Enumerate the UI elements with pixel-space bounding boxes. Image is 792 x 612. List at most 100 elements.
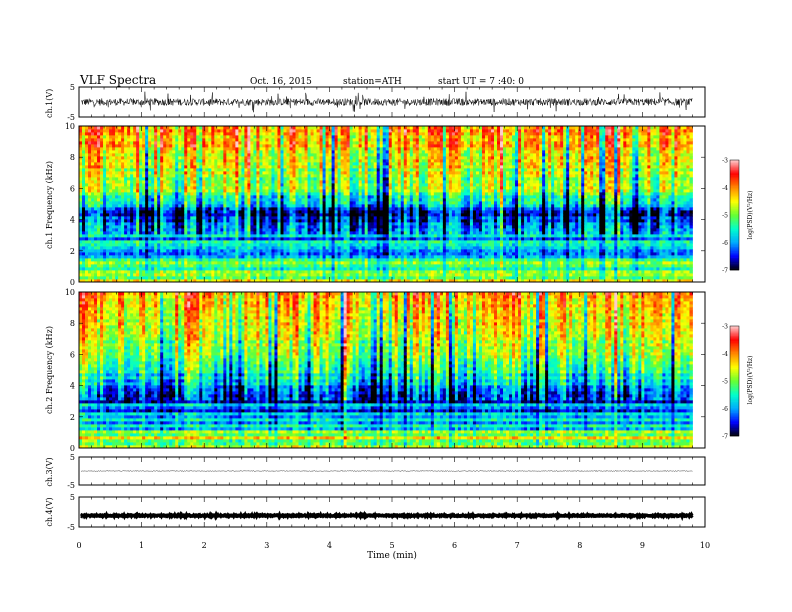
spec1-cell [130,210,133,213]
spec1-cell [91,144,94,147]
spec1-cell [112,147,115,150]
spec1-cell [130,189,133,192]
spec1-cell [151,189,154,192]
spec1-cell [100,144,103,147]
spec1-cell [166,228,169,231]
spec1-cell [88,198,91,201]
spec1-cell [115,246,118,249]
spec1-cell [169,261,172,264]
spec1-cell [166,276,169,279]
spec1-cell [145,258,148,261]
spec1-cell [97,207,100,210]
spec1-cell [109,216,112,219]
spec1-cell [82,276,85,279]
spec1-cell [139,201,142,204]
spec1-cell [139,195,142,198]
spec1-cell [112,162,115,165]
spec1-cell [94,231,97,234]
spec1-cell [148,144,151,147]
spec1-cell [97,204,100,207]
spec1-cell [100,189,103,192]
spec1-cell [85,231,88,234]
spec1-cell [97,126,100,129]
spec1-cell [94,144,97,147]
spec1-cell [148,276,151,279]
spec1-cell [130,243,133,246]
spec1-cell [139,228,142,231]
spec1-cell [163,267,166,270]
spec1-cell [139,192,142,195]
spec1-cell [85,171,88,174]
spec1-cell [115,135,118,138]
spec1-cell [112,150,115,153]
spec1-cell [127,171,130,174]
spec1-cell [160,261,163,264]
spec1-cell [88,153,91,156]
spec1-cell [88,180,91,183]
spec1-cell [148,234,151,237]
spec1-cell [130,141,133,144]
spec1-cell [160,186,163,189]
spec1-cell [166,231,169,234]
spec1-cell [142,153,145,156]
spec1-cell [151,264,154,267]
spec1-cell [103,234,106,237]
spec1-cell [100,150,103,153]
spec1-cell [157,201,160,204]
spec1-cell [151,249,154,252]
spec1-cell [160,129,163,132]
spec1-cell [142,276,145,279]
spec1-cell [151,177,154,180]
spec1-cell [103,141,106,144]
spec1-cell [157,186,160,189]
spec1-cell [133,129,136,132]
spec1-cell [142,156,145,159]
spec1-cell [163,264,166,267]
spec1-cell [94,189,97,192]
spec1-cell [79,159,82,162]
spec1-cell [145,177,148,180]
spec1-cell [157,150,160,153]
spec1-cell [151,144,154,147]
spec1-cell [148,255,151,258]
spec1-cell [82,213,85,216]
spec1-cell [85,135,88,138]
spec1-cell [85,168,88,171]
spec1-cell [106,153,109,156]
spec1-cell [142,243,145,246]
spec1-cell [79,192,82,195]
spec1-cell [166,186,169,189]
spec1-cell [103,195,106,198]
spec1-cell [88,255,91,258]
spec1-cell [139,240,142,243]
spec1-cell [118,267,121,270]
spec1-cell [139,138,142,141]
spec1-cell [103,231,106,234]
spec1-cell [88,234,91,237]
spec1-cell [82,258,85,261]
spec1-cell [82,171,85,174]
spec1-cell [127,261,130,264]
spec1-cell [148,213,151,216]
spec1-cell [118,186,121,189]
spec1-cell [133,180,136,183]
spec1-cell [88,144,91,147]
spec1-cell [157,135,160,138]
spec1-cell [115,240,118,243]
spec1-cell [163,228,166,231]
spec1-cell [79,129,82,132]
spec1-cell [91,213,94,216]
spec1-cell [109,132,112,135]
spec1-cell [142,198,145,201]
spec1-cell [154,246,157,249]
spec1-cell [82,207,85,210]
spec1-cell [79,243,82,246]
spec1-cell [166,222,169,225]
spec1-cell [85,198,88,201]
spec1-cell [166,153,169,156]
spec1-cell [94,225,97,228]
spec1-cell [88,165,91,168]
spec1-cell [94,183,97,186]
spec1-cell [127,267,130,270]
spec1-cell [94,156,97,159]
